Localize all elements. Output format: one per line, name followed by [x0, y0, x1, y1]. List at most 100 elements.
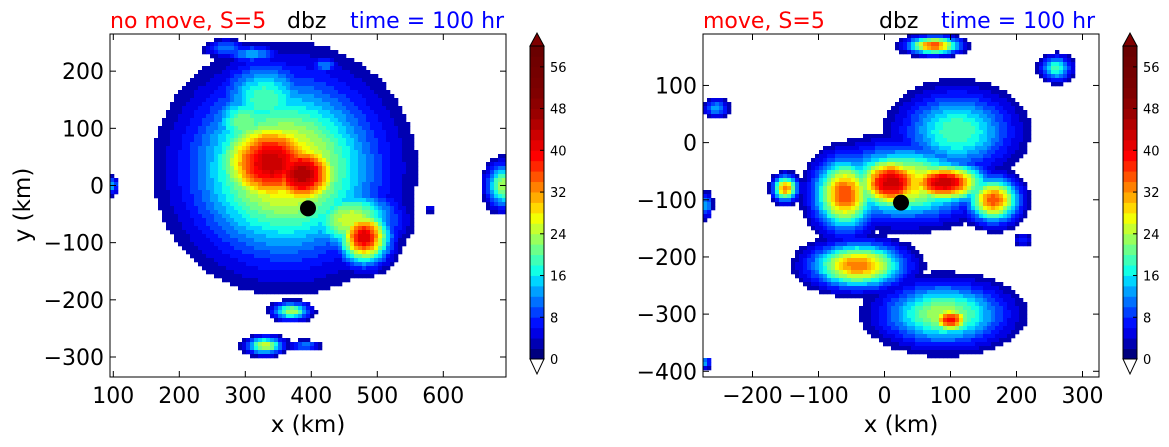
heatmap-cell: [250, 90, 255, 95]
heatmap-cell: [1007, 150, 1012, 155]
heatmap-cell: [186, 226, 191, 231]
heatmap-cell: [374, 254, 379, 259]
heatmap-cell: [318, 186, 323, 191]
heatmap-cell: [286, 70, 291, 75]
heatmap-cell: [831, 150, 836, 155]
heatmap-cell: [182, 134, 187, 139]
heatmap-cell: [274, 234, 279, 239]
heatmap-cell: [310, 174, 315, 179]
heatmap-cell: [342, 66, 347, 71]
heatmap-cell: [302, 314, 307, 319]
heatmap-cell: [318, 138, 323, 143]
heatmap-cell: [378, 114, 383, 119]
heatmap-cell: [963, 166, 968, 171]
heatmap-cell: [927, 38, 932, 43]
heatmap-cell: [330, 218, 335, 223]
heatmap-cell: [226, 54, 231, 59]
heatmap-cell: [494, 158, 499, 163]
heatmap-cell: [202, 174, 207, 179]
heatmap-cell: [190, 106, 195, 111]
heatmap-cell: [242, 114, 247, 119]
heatmap-cell: [170, 150, 175, 155]
heatmap-cell: [398, 222, 403, 227]
heatmap-cell: [350, 214, 355, 219]
heatmap-cell: [274, 190, 279, 195]
heatmap-cell: [178, 234, 183, 239]
heatmap-cell: [987, 158, 992, 163]
heatmap-cell: [282, 174, 287, 179]
heatmap-cell: [206, 226, 211, 231]
heatmap-cell: [931, 34, 936, 39]
heatmap-cell: [254, 198, 259, 203]
heatmap-cell: [851, 162, 856, 167]
heatmap-cell: [855, 162, 860, 167]
heatmap-cell: [214, 94, 219, 99]
heatmap-cell: [402, 210, 407, 215]
heatmap-cell: [262, 186, 267, 191]
heatmap-cell: [923, 150, 928, 155]
heatmap-cell: [322, 146, 327, 151]
heatmap-cell: [338, 118, 343, 123]
heatmap-cell: [326, 262, 331, 267]
heatmap-cell: [855, 154, 860, 159]
heatmap-cell: [502, 182, 507, 187]
heatmap-cell: [1011, 110, 1016, 115]
heatmap-cell: [186, 218, 191, 223]
heatmap-cell: [927, 82, 932, 87]
heatmap-cell: [787, 174, 792, 179]
heatmap-cell: [286, 78, 291, 83]
heatmap-cell: [799, 182, 804, 187]
heatmap-cell: [995, 178, 1000, 183]
heatmap-cell: [278, 210, 283, 215]
heatmap-cell: [298, 110, 303, 115]
heatmap-cell: [290, 186, 295, 191]
heatmap-cell: [250, 118, 255, 123]
heatmap-cell: [490, 210, 495, 215]
heatmap-cell: [326, 134, 331, 139]
heatmap-cell: [835, 174, 840, 179]
heatmap-cell: [282, 346, 287, 351]
heatmap-cell: [214, 194, 219, 199]
heatmap-cell: [398, 142, 403, 147]
heatmap-cell: [895, 42, 900, 47]
heatmap-cell: [278, 222, 283, 227]
heatmap-cell: [238, 150, 243, 155]
heatmap-cell: [178, 146, 183, 151]
heatmap-cell: [362, 198, 367, 203]
heatmap-cell: [879, 178, 884, 183]
heatmap-cell: [895, 158, 900, 163]
heatmap-cell: [262, 226, 267, 231]
heatmap-cell: [963, 162, 968, 167]
heatmap-cell: [282, 42, 287, 47]
heatmap-cell: [979, 130, 984, 135]
heatmap-cell: [963, 90, 968, 95]
heatmap-cell: [174, 238, 179, 243]
heatmap-cell: [390, 222, 395, 227]
heatmap-cell: [378, 162, 383, 167]
heatmap-cell: [819, 154, 824, 159]
heatmap-cell: [306, 90, 311, 95]
heatmap-cell: [939, 34, 944, 39]
heatmap-cell: [1015, 122, 1020, 127]
heatmap-cell: [338, 78, 343, 83]
heatmap-cell: [218, 78, 223, 83]
heatmap-cell: [314, 150, 319, 155]
colorbar-segment: [530, 212, 544, 224]
heatmap-cell: [1059, 78, 1064, 83]
heatmap-cell: [943, 94, 948, 99]
heatmap-cell: [963, 118, 968, 123]
heatmap-cell: [306, 178, 311, 183]
heatmap-cell: [919, 38, 924, 43]
heatmap-cell: [246, 166, 251, 171]
heatmap-cell: [991, 146, 996, 151]
heatmap-cell: [330, 146, 335, 151]
heatmap-cell: [382, 246, 387, 251]
heatmap-cell: [1011, 174, 1016, 179]
heatmap-cell: [166, 150, 171, 155]
heatmap-cell: [923, 54, 928, 59]
heatmap-cell: [723, 102, 728, 107]
heatmap-cell: [198, 102, 203, 107]
heatmap-cell: [282, 282, 287, 287]
heatmap-cell: [230, 182, 235, 187]
heatmap-cell: [386, 150, 391, 155]
